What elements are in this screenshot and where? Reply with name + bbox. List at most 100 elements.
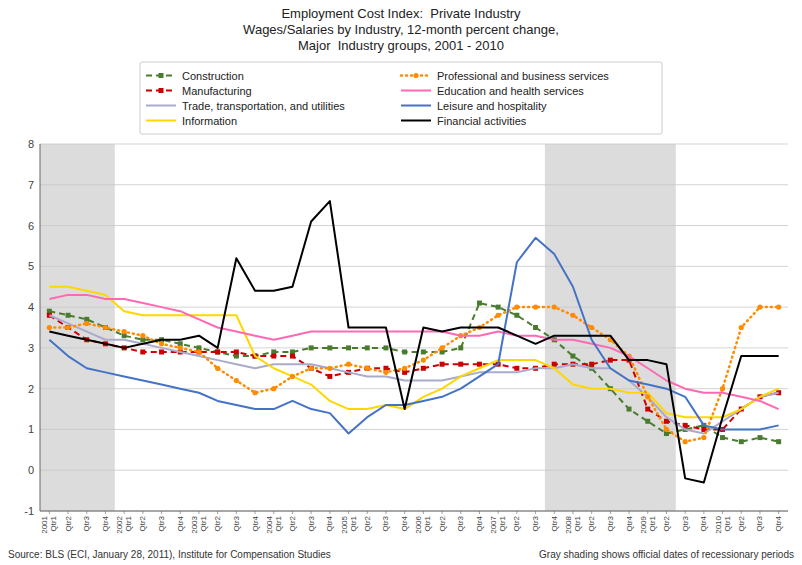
- x-tick-label: Qtr4: [774, 515, 783, 531]
- x-tick-label-line: Qtr3: [232, 515, 241, 531]
- x-tick-label: Qtr3: [82, 515, 91, 531]
- x-tick-label-line: Qtr4: [475, 515, 484, 531]
- x-tick-label-line: Qtr1: [498, 515, 507, 531]
- series-marker: [720, 386, 725, 391]
- x-tick: [142, 511, 143, 514]
- x-tick-label: Qtr2: [363, 515, 372, 531]
- series-marker: [290, 374, 295, 379]
- series-marker: [477, 362, 482, 367]
- x-tick: [404, 511, 405, 514]
- grid-line: [40, 347, 788, 348]
- x-tick: [535, 511, 536, 514]
- legend-item: Construction: [146, 70, 244, 82]
- series-marker: [47, 325, 52, 330]
- x-tick-label: Qtr3: [606, 515, 615, 531]
- series-marker: [514, 313, 519, 318]
- x-tick-label-line: Qtr3: [381, 515, 390, 531]
- x-tick: [423, 511, 424, 514]
- series-marker: [234, 378, 239, 383]
- annotation: Source: BLS (ECI, January 28, 2011), Ins…: [8, 549, 331, 560]
- x-tick-label: 2001Qtr1: [40, 515, 58, 533]
- x-tick-label-line: Qtr3: [755, 515, 764, 531]
- legend-label: Information: [182, 115, 237, 127]
- legend-marker: [159, 73, 164, 78]
- x-tick-label-line: Qtr1: [199, 515, 208, 531]
- x-tick-label-line: Qtr1: [723, 515, 732, 531]
- series-marker: [645, 394, 650, 399]
- series-marker: [66, 313, 71, 318]
- plot-area: [47, 201, 782, 482]
- series-marker: [215, 349, 220, 354]
- x-tick: [161, 511, 162, 514]
- y-axis-line: [40, 144, 41, 511]
- y-tick-label: 3: [28, 342, 34, 354]
- x-tick-label: Qtr3: [681, 515, 690, 531]
- x-tick-label: Qtr2: [587, 515, 596, 531]
- x-tick-label: 2004Qtr1: [265, 515, 283, 533]
- y-tick-label: 0: [28, 464, 34, 476]
- x-tick-label: Qtr2: [737, 515, 746, 531]
- legend-item: Trade, transportation, and utilities: [146, 100, 345, 112]
- title-line: Major Industry groups, 2001 - 2010: [298, 38, 504, 53]
- x-axis-line: [40, 511, 788, 512]
- x-tick-label-line: 2005: [340, 515, 349, 533]
- series-marker: [496, 313, 501, 318]
- legend-swatch: [401, 120, 431, 122]
- x-tick-label-line: Qtr2: [288, 515, 297, 531]
- series-marker: [720, 435, 725, 440]
- series-marker: [309, 366, 314, 371]
- x-tick-label: Qtr4: [550, 515, 559, 531]
- x-tick-label: Qtr3: [755, 515, 764, 531]
- x-tick: [273, 511, 274, 514]
- series-line: [49, 201, 778, 482]
- title-line: Employment Cost Index: Private Industry: [281, 6, 521, 21]
- series-marker: [589, 325, 594, 330]
- series-marker: [608, 358, 613, 363]
- x-tick-label: Qtr2: [662, 515, 671, 531]
- x-tick: [68, 511, 69, 514]
- x-tick: [217, 511, 218, 514]
- x-tick-label-line: Qtr4: [325, 515, 334, 531]
- series-marker: [327, 374, 332, 379]
- x-tick-label-line: Qtr1: [573, 515, 582, 531]
- series-marker: [533, 305, 538, 310]
- x-tick: [554, 511, 555, 514]
- series-marker: [327, 345, 332, 350]
- x-tick-label-line: Qtr3: [456, 515, 465, 531]
- x-tick-label-line: Qtr2: [662, 515, 671, 531]
- y-tick-label: 7: [28, 179, 34, 191]
- series-marker: [290, 354, 295, 359]
- series-marker: [739, 325, 744, 330]
- series-marker: [570, 354, 575, 359]
- series: [49, 201, 778, 482]
- x-tick: [479, 511, 480, 514]
- series: [49, 238, 778, 434]
- x-tick: [685, 511, 686, 514]
- x-tick-label-line: Qtr4: [699, 515, 708, 531]
- y-tick-label: 4: [28, 301, 34, 313]
- x-tick-label-line: Qtr4: [101, 515, 110, 531]
- series-marker: [252, 390, 257, 395]
- x-tick-label-line: Qtr2: [587, 515, 596, 531]
- series-marker: [140, 333, 145, 338]
- grid-line: [40, 144, 788, 145]
- series: [49, 315, 778, 433]
- x-tick-label: 2007Qtr1: [489, 515, 507, 533]
- series-marker: [664, 427, 669, 432]
- series: [49, 295, 778, 409]
- series-marker: [552, 362, 557, 367]
- legend-swatch: [401, 105, 431, 107]
- x-tick-label: Qtr3: [531, 515, 540, 531]
- series-marker: [458, 362, 463, 367]
- legend-item: Leisure and hospitality: [401, 100, 547, 112]
- x-tick: [367, 511, 368, 514]
- series-marker: [140, 349, 145, 354]
- x-tick-label: Qtr4: [325, 515, 334, 531]
- x-tick-label-line: Qtr3: [606, 515, 615, 531]
- title: Employment Cost Index: Private IndustryW…: [243, 6, 559, 53]
- series-marker: [215, 349, 220, 354]
- legend-item: Education and health services: [401, 85, 584, 97]
- x-tick: [348, 511, 349, 514]
- x-tick-label: Qtr2: [288, 515, 297, 531]
- series-marker: [421, 349, 426, 354]
